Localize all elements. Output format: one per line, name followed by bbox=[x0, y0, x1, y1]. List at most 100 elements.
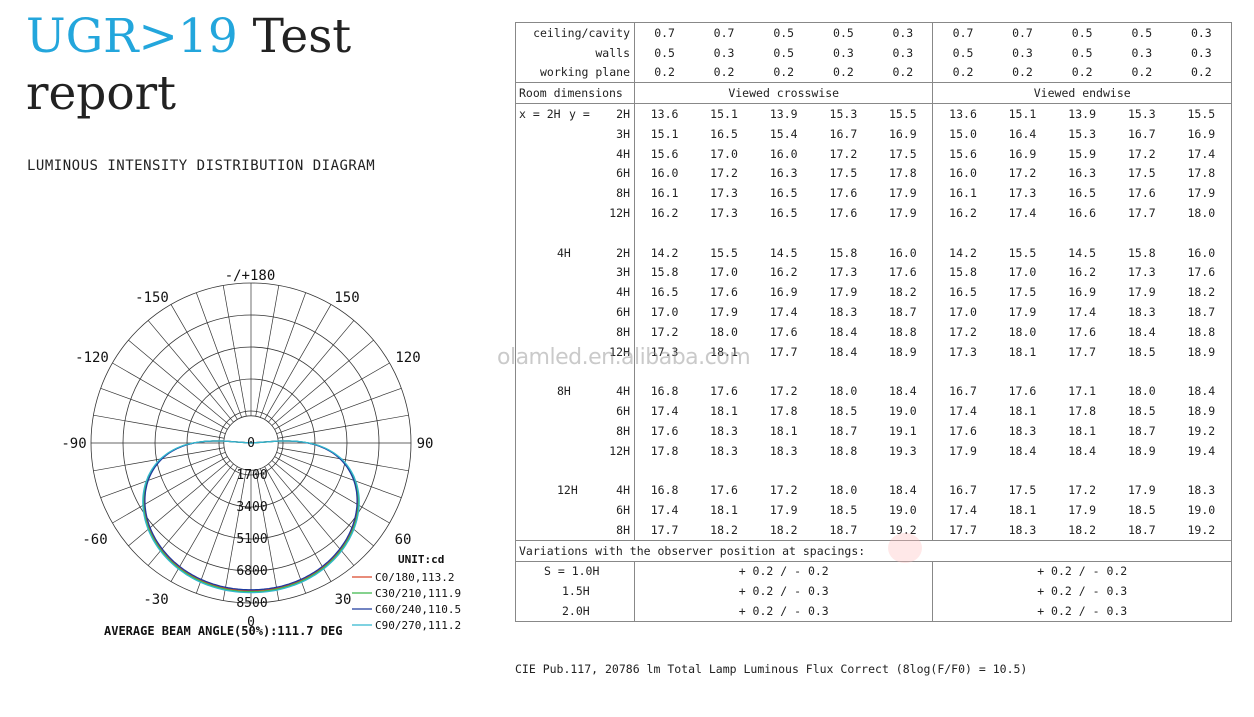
reflectance-value: 0.2 bbox=[1012, 65, 1033, 80]
ugr-value: 18.7 bbox=[829, 423, 858, 438]
ugr-row: 6H 17.4 18.1 17.9 18.5 19.0 17.4 18.1 17.9 18.5 19… bbox=[515, 500, 1232, 520]
ugr-value: 14.5 bbox=[769, 245, 798, 260]
spacer-cell bbox=[873, 460, 934, 481]
ugr-row: 12H 4H 16.8 17.6 17.2 18.0 18.4 16.7 17.5 17.2 17.… bbox=[515, 480, 1232, 501]
reflectance-value: 0.2 bbox=[873, 62, 934, 83]
variation-row: 2.0H + 0.2 / - 0.3 + 0.2 / - 0.3 bbox=[515, 601, 1232, 622]
ugr-value: 17.8 bbox=[1068, 404, 1096, 419]
angle-label-mid-left: -120 bbox=[75, 350, 109, 366]
ugr-value: 17.2 bbox=[710, 166, 738, 181]
angle-label-center: 0 bbox=[247, 436, 255, 451]
ugr-value: 18.3 bbox=[1187, 483, 1216, 498]
ugr-value: 18.4 bbox=[829, 324, 858, 339]
ugr-value: 15.5 bbox=[710, 245, 738, 260]
ugr-row: 8H 4H 16.8 17.6 17.2 18.0 18.4 16.7 17.6 17.1 18.0… bbox=[515, 381, 1232, 402]
polar-legend: C0/180,113.2 C30/210,111.9 C60/240,110.5 C9… bbox=[352, 571, 461, 632]
ugr-value: 17.0 bbox=[650, 305, 679, 320]
spacer-cell bbox=[515, 361, 635, 382]
y-dimension: 12H bbox=[609, 344, 630, 359]
ugr-value: 16.5 bbox=[650, 285, 679, 300]
ugr-value: 18.8 bbox=[873, 321, 934, 342]
ugr-value: 17.4 bbox=[1187, 146, 1216, 161]
spacer-cell bbox=[933, 223, 993, 243]
ugr-value: 17.0 bbox=[710, 265, 738, 280]
angle-label-bottom-right: 30 bbox=[335, 592, 352, 608]
grid-spoke bbox=[259, 468, 307, 594]
ugr-value: 18.4 bbox=[873, 480, 934, 501]
grid-spoke bbox=[222, 469, 247, 601]
y-dimension: 2H bbox=[616, 245, 630, 260]
ugr-value: 17.6 bbox=[710, 384, 738, 399]
intensity-curve bbox=[143, 440, 359, 592]
x-dimension-wrap: x = 2H bbox=[519, 107, 569, 121]
ugr-row: 4H 16.5 17.6 16.9 17.9 18.2 16.5 17.5 16.9 17.9 18… bbox=[515, 282, 1232, 303]
ugr-value: 16.6 bbox=[1068, 206, 1096, 221]
spacer-cell bbox=[814, 223, 874, 243]
ugr-value: 18.5 bbox=[829, 503, 858, 518]
spacer-cell bbox=[635, 223, 695, 243]
ugr-value: 17.9 bbox=[873, 203, 934, 223]
ugr-value: 18.2 bbox=[873, 282, 934, 303]
ugr-value: 16.9 bbox=[1068, 285, 1096, 300]
spacer-cell bbox=[873, 361, 934, 382]
ugr-value: 15.6 bbox=[949, 146, 977, 161]
reflectance-value: 0.5 bbox=[1071, 25, 1093, 40]
reflectance-value: 0.2 bbox=[1131, 65, 1153, 80]
ugr-value: 17.6 bbox=[1068, 324, 1096, 339]
spacer-cell bbox=[933, 362, 993, 382]
grid-spoke bbox=[277, 414, 409, 439]
ugr-value: 16.1 bbox=[949, 186, 977, 201]
ugr-value: 18.5 bbox=[1127, 344, 1156, 359]
ugr-value: 18.3 bbox=[710, 423, 738, 438]
ugr-value: 18.5 bbox=[829, 404, 858, 419]
ugr-value: 16.8 bbox=[650, 483, 679, 498]
spacer-cell bbox=[694, 461, 754, 481]
variation-endwise: + 0.2 / - 0.3 bbox=[1037, 584, 1128, 599]
ugr-value: 16.5 bbox=[1068, 186, 1096, 201]
ugr-value: 17.2 bbox=[949, 324, 977, 339]
reflectance-value: 0.2 bbox=[833, 65, 854, 80]
room-size-cell: 8H 4H bbox=[515, 381, 635, 402]
ugr-value: 18.2 bbox=[710, 522, 738, 537]
polar-labels: -/+180 -150 150 -120 120 -90 90 -60 60 -… bbox=[61, 268, 444, 630]
spacer-cell bbox=[993, 362, 1053, 382]
ugr-value: 17.6 bbox=[710, 483, 738, 498]
title-highlight: UGR>19 bbox=[26, 9, 238, 64]
ugr-value: 16.4 bbox=[1008, 126, 1037, 141]
y-dimension: 4H bbox=[616, 285, 630, 300]
grid-spoke bbox=[277, 447, 409, 472]
y-dimension: 8H bbox=[616, 522, 630, 537]
ugr-value: 17.6 bbox=[1127, 186, 1156, 201]
angle-label-left: -90 bbox=[61, 436, 86, 452]
ugr-value: 16.2 bbox=[650, 206, 679, 221]
intensity-label-3: 5100 bbox=[236, 532, 267, 547]
average-beam-angle: AVERAGE BEAM ANGLE(50%):111.7 DEG bbox=[104, 624, 343, 638]
reflectance-value: 0.5 bbox=[1071, 45, 1093, 60]
room-size-cell: 12H bbox=[515, 440, 635, 461]
ugr-value: 16.2 bbox=[1068, 265, 1096, 280]
ugr-value: 16.9 bbox=[1008, 146, 1037, 161]
y-dimension: 8H bbox=[616, 423, 630, 438]
reflectance-value: 0.3 bbox=[833, 45, 854, 60]
grid-spoke bbox=[170, 466, 238, 582]
y-dimension: 4H bbox=[616, 146, 630, 161]
ugr-value: 17.6 bbox=[829, 186, 858, 201]
ugr-value: 18.4 bbox=[1187, 384, 1216, 399]
ugr-row: 8H 16.1 17.3 16.5 17.6 17.9 16.1 17.3 16.5 17.6 17… bbox=[515, 183, 1232, 204]
report-title: UGR>19 Test report bbox=[26, 8, 386, 122]
ugr-value: 18.4 bbox=[1068, 443, 1096, 458]
ugr-row: 3H 15.8 17.0 16.2 17.3 17.6 15.8 17.0 16.2 17.3 17… bbox=[515, 262, 1232, 283]
ugr-value: 16.0 bbox=[769, 146, 798, 161]
intensity-curve bbox=[142, 440, 360, 593]
spacer-cell bbox=[1052, 362, 1112, 382]
y-dimension: 4H bbox=[616, 483, 630, 498]
room-size-cell: 6H bbox=[515, 401, 635, 421]
reflectance-row: working plane 0.2 0.2 0.2 0.2 0.2 0.2 0.2 0.2 0.2… bbox=[515, 62, 1232, 83]
ugr-value: 18.1 bbox=[710, 404, 738, 419]
grid-spoke bbox=[276, 451, 402, 499]
ugr-value: 17.4 bbox=[949, 404, 977, 419]
y-dimension: 3H bbox=[616, 126, 630, 141]
intensity-label-4: 6800 bbox=[236, 564, 267, 579]
room-size-cell: 6H bbox=[515, 302, 635, 322]
y-dimension: 6H bbox=[616, 503, 630, 518]
